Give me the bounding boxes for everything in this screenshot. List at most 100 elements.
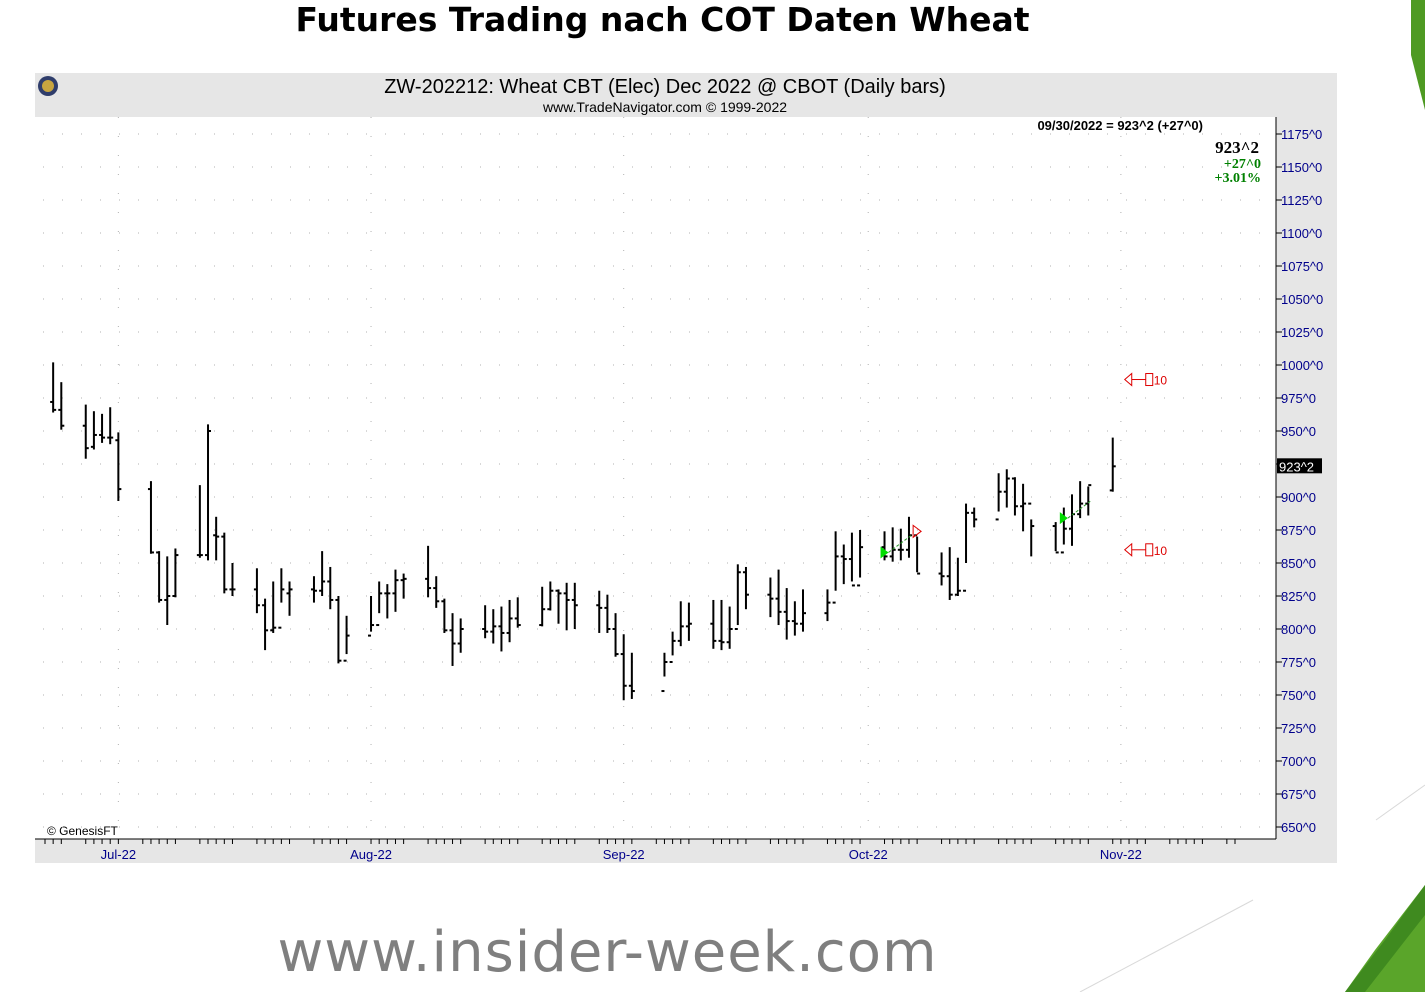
ohlc-bar [286,581,293,616]
signal-markers: 10 10 [880,372,1167,559]
ohlc-bar [270,581,277,633]
last-price: 923^2 [1215,138,1259,157]
ohlc-bar [457,618,464,653]
ohlc-bar [971,507,978,528]
ohlc-bar [995,473,1002,521]
ohlc-bar [783,588,790,640]
y-tick-label: 1075^0 [1281,259,1323,274]
ohlc-bar [857,530,864,587]
ohlc-bar [229,563,236,596]
ohlc-bar [734,564,741,630]
price-change: +27^0 [1224,157,1261,172]
y-tick-label: 975^0 [1281,391,1316,406]
ohlc-bar [840,544,847,585]
y-tick-label: 950^0 [1281,424,1316,439]
ohlc-bar [661,652,668,693]
ohlc-bar [164,556,171,626]
ohlc-bar [963,503,970,592]
ohlc-bar [791,601,798,636]
ohlc-bar [938,552,945,586]
ohlc-bar [1077,481,1084,519]
ohlc-bar [433,576,440,608]
ohlc-bar [213,516,220,561]
y-tick-label: 1025^0 [1281,325,1323,340]
ohlc-bar [90,411,97,450]
ohlc-bar [514,597,521,628]
signal-trend-line [888,534,913,553]
y-tick-label: 1000^0 [1281,358,1323,373]
ohlc-bar [400,573,407,599]
ohlc-bar [449,613,456,666]
y-tick-label: 850^0 [1281,556,1316,571]
ohlc-bar [490,609,497,644]
chart-subtitle: www.TradeNavigator.com © 1999-2022 [542,99,787,115]
ohlc-bar [107,407,114,445]
ohlc-bar [384,584,391,619]
ohlc-bar [897,528,904,561]
ohlc-bar [253,568,260,614]
y-tick-label: 825^0 [1281,589,1316,604]
ohlc-bar [1020,483,1027,532]
sell-signal-icon [912,524,922,539]
ohlc-bar [742,566,749,610]
projection-box-icon [1145,373,1154,387]
ohlc-bar [596,590,603,633]
y-tick-label: 800^0 [1281,622,1316,637]
ohlc-bar [775,569,782,626]
ohlc-bar [425,545,432,598]
y-tick-label: 675^0 [1281,787,1316,802]
status-line: 09/30/2022 = 923^2 (+27^0) [1037,118,1203,133]
ohlc-bar [848,532,855,587]
ohlc-bar [612,613,619,657]
y-tick-label: 900^0 [1281,490,1316,505]
ohlc-bar [156,551,163,603]
ohlc-bar [946,547,953,600]
ohlc-bar [800,589,807,632]
ohlc-bar [677,601,684,647]
ohlc-bar [196,485,203,558]
ohlc-bar [718,599,725,651]
ohlc-bar [319,551,326,596]
ohlc-bar [343,615,350,662]
ohlc-bar [147,481,154,554]
ohlc-bar [824,589,831,622]
ohlc-bar [1003,469,1010,508]
ohlc-bar [58,382,65,430]
ohlc-bar [1085,484,1092,516]
buy-signal-icon [880,546,889,559]
ohlc-bar [685,602,692,641]
price-tag-label: 923^2 [1279,459,1314,474]
footer-url[interactable]: www.insider-week.com [277,920,938,985]
y-tick-label: 725^0 [1281,721,1316,736]
ohlc-bar [310,576,317,603]
ohlc-bar [115,432,122,501]
y-tick-label: 750^0 [1281,688,1316,703]
ohlc-bar [498,606,505,652]
ohlc-bar [506,599,513,643]
buy-signal-icon [1059,512,1068,525]
y-tick-label: 700^0 [1281,754,1316,769]
ohlc-bar [368,596,375,637]
y-tick-label: 1175^0 [1281,127,1322,142]
ohlc-bar [710,599,717,649]
ohlc-bar [954,557,961,596]
y-tick-label: 1125^0 [1281,193,1322,208]
y-axis: 1175^0 1150^0 1125^0 1100^0 1075^0 1050^0 1025… [1275,117,1323,839]
plot-area [35,117,1276,839]
chart-frame: ZW-202212: Wheat CBT (Elec) Dec 2022 @ C… [35,73,1337,863]
x-tick-label: Aug-22 [350,847,392,862]
ohlc-bar [335,596,342,664]
slide-title: Futures Trading nach COT Daten Wheat [295,0,1030,39]
ohlc-bar [555,589,562,624]
ohlc-bar [392,569,399,612]
ohlc-bar [172,548,179,598]
ohlc-bar [327,566,334,610]
ohlc-bar [1060,507,1067,554]
ohlc-bar [278,568,285,629]
y-tick-label: 650^0 [1281,820,1316,835]
signal-trend-line [1067,499,1093,519]
ohlc-bar [563,582,570,631]
ohlc-bar [1011,477,1018,516]
chart-title: ZW-202212: Wheat CBT (Elec) Dec 2022 @ C… [384,76,946,98]
chart-svg[interactable]: ZW-202212: Wheat CBT (Elec) Dec 2022 @ C… [35,73,1337,863]
